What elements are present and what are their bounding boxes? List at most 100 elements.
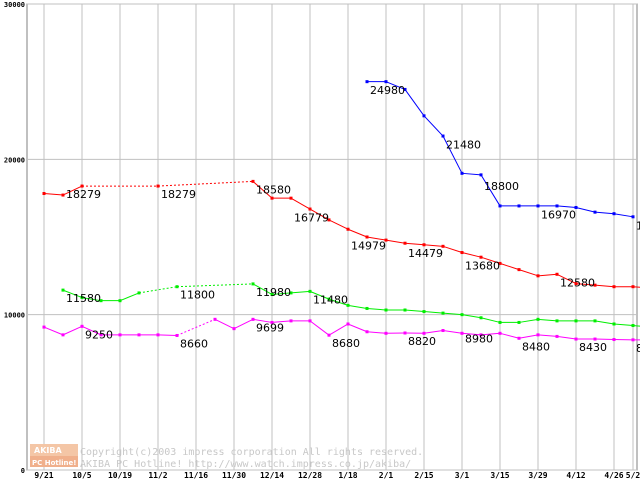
series-point bbox=[593, 283, 597, 287]
series-point bbox=[536, 274, 540, 278]
series-point bbox=[365, 80, 369, 84]
series-point bbox=[479, 255, 483, 259]
series-point bbox=[289, 196, 293, 200]
series-segment bbox=[366, 236, 387, 241]
series-point bbox=[460, 251, 464, 255]
series-segment bbox=[81, 325, 102, 336]
series-point bbox=[517, 204, 521, 208]
series-segment bbox=[290, 197, 311, 210]
series-point bbox=[517, 268, 521, 272]
series-segment bbox=[518, 269, 539, 277]
series-segment bbox=[480, 256, 501, 264]
data-label: 8980 bbox=[465, 333, 493, 346]
series-segment bbox=[366, 307, 387, 311]
series-point bbox=[80, 296, 84, 300]
series-point bbox=[479, 333, 483, 337]
series-point bbox=[251, 317, 255, 321]
series-segment bbox=[499, 332, 520, 339]
series-point bbox=[270, 196, 274, 200]
series-segment bbox=[423, 311, 444, 314]
data-label: 8660 bbox=[180, 337, 208, 350]
series-point bbox=[99, 299, 103, 303]
series-point bbox=[99, 333, 103, 337]
series-segment bbox=[81, 297, 102, 302]
data-label: 18800 bbox=[484, 180, 519, 193]
series-point bbox=[460, 331, 464, 335]
series-point bbox=[365, 306, 369, 310]
data-label: 18279 bbox=[161, 188, 196, 201]
logo-line-1: AKIBA bbox=[34, 446, 62, 455]
series-segment bbox=[157, 180, 254, 187]
series-segment bbox=[537, 334, 558, 337]
data-label: 11980 bbox=[256, 286, 291, 299]
x-tick-label: 10/5 bbox=[72, 471, 91, 480]
series-segment bbox=[480, 332, 501, 336]
series-segment bbox=[43, 326, 64, 336]
series-point bbox=[308, 319, 312, 323]
data-label: 8680 bbox=[332, 337, 360, 350]
series-layer bbox=[42, 80, 640, 342]
series-segment bbox=[252, 318, 273, 323]
y-tick-label: 30000 bbox=[4, 1, 25, 9]
series-point bbox=[460, 171, 464, 175]
series-point bbox=[593, 210, 597, 214]
series-point bbox=[441, 329, 445, 333]
series-segment bbox=[252, 181, 273, 199]
series-segment bbox=[556, 205, 577, 208]
series-point bbox=[42, 325, 46, 329]
series-point bbox=[631, 324, 635, 328]
series-point bbox=[118, 299, 122, 303]
series-point bbox=[42, 192, 46, 196]
x-tick-label: 12/14 bbox=[260, 471, 284, 480]
logo-box-top bbox=[30, 444, 78, 456]
series-point bbox=[384, 80, 388, 84]
series-segment bbox=[404, 242, 425, 246]
y-tick-label: 0 bbox=[21, 467, 25, 475]
data-label: 9699 bbox=[256, 321, 284, 334]
series-segment bbox=[537, 318, 558, 322]
data-label: 16970 bbox=[541, 208, 576, 221]
logo-box-bottom bbox=[30, 456, 78, 467]
series-segment bbox=[499, 262, 520, 271]
data-label: 11800 bbox=[180, 289, 215, 302]
series-point bbox=[308, 289, 312, 293]
series-point bbox=[422, 310, 426, 314]
series-point bbox=[517, 320, 521, 324]
series-point bbox=[441, 134, 445, 138]
series-point bbox=[498, 204, 502, 208]
x-tick-label: 3/15 bbox=[490, 471, 509, 480]
series-segment bbox=[347, 323, 368, 333]
data-label: 16270 bbox=[636, 219, 640, 232]
series-segment bbox=[119, 292, 140, 302]
data-label: 21480 bbox=[446, 138, 481, 151]
series-segment bbox=[423, 115, 444, 137]
series-point bbox=[156, 184, 160, 188]
data-label: 9250 bbox=[85, 328, 113, 341]
series-segment bbox=[556, 335, 577, 340]
series-segment bbox=[613, 323, 634, 327]
series-segment bbox=[328, 323, 349, 336]
data-label: 8480 bbox=[522, 340, 550, 353]
copyright-line-1: Copyright(c)2003 impress corporation All… bbox=[80, 447, 423, 458]
series-segment bbox=[461, 172, 482, 176]
series-point bbox=[384, 331, 388, 335]
x-tick-label: 11/30 bbox=[222, 471, 246, 480]
series-point bbox=[213, 317, 217, 321]
series-segment bbox=[290, 290, 311, 294]
y-tick-label: 20000 bbox=[4, 156, 25, 164]
series-point bbox=[80, 324, 84, 328]
series-segment bbox=[632, 325, 640, 327]
x-tick-label: 10/19 bbox=[108, 471, 132, 480]
series-point bbox=[175, 333, 179, 337]
series-segment bbox=[62, 289, 83, 299]
y-tick-label: 10000 bbox=[4, 312, 25, 320]
series-point bbox=[574, 337, 578, 341]
series-point bbox=[308, 207, 312, 211]
series-segment bbox=[461, 314, 482, 319]
series-segment bbox=[594, 284, 615, 288]
series-segment bbox=[328, 219, 349, 230]
data-label: 18279 bbox=[66, 188, 101, 201]
series-segment bbox=[62, 185, 83, 196]
series-point bbox=[612, 338, 616, 342]
series-segment bbox=[556, 273, 577, 285]
